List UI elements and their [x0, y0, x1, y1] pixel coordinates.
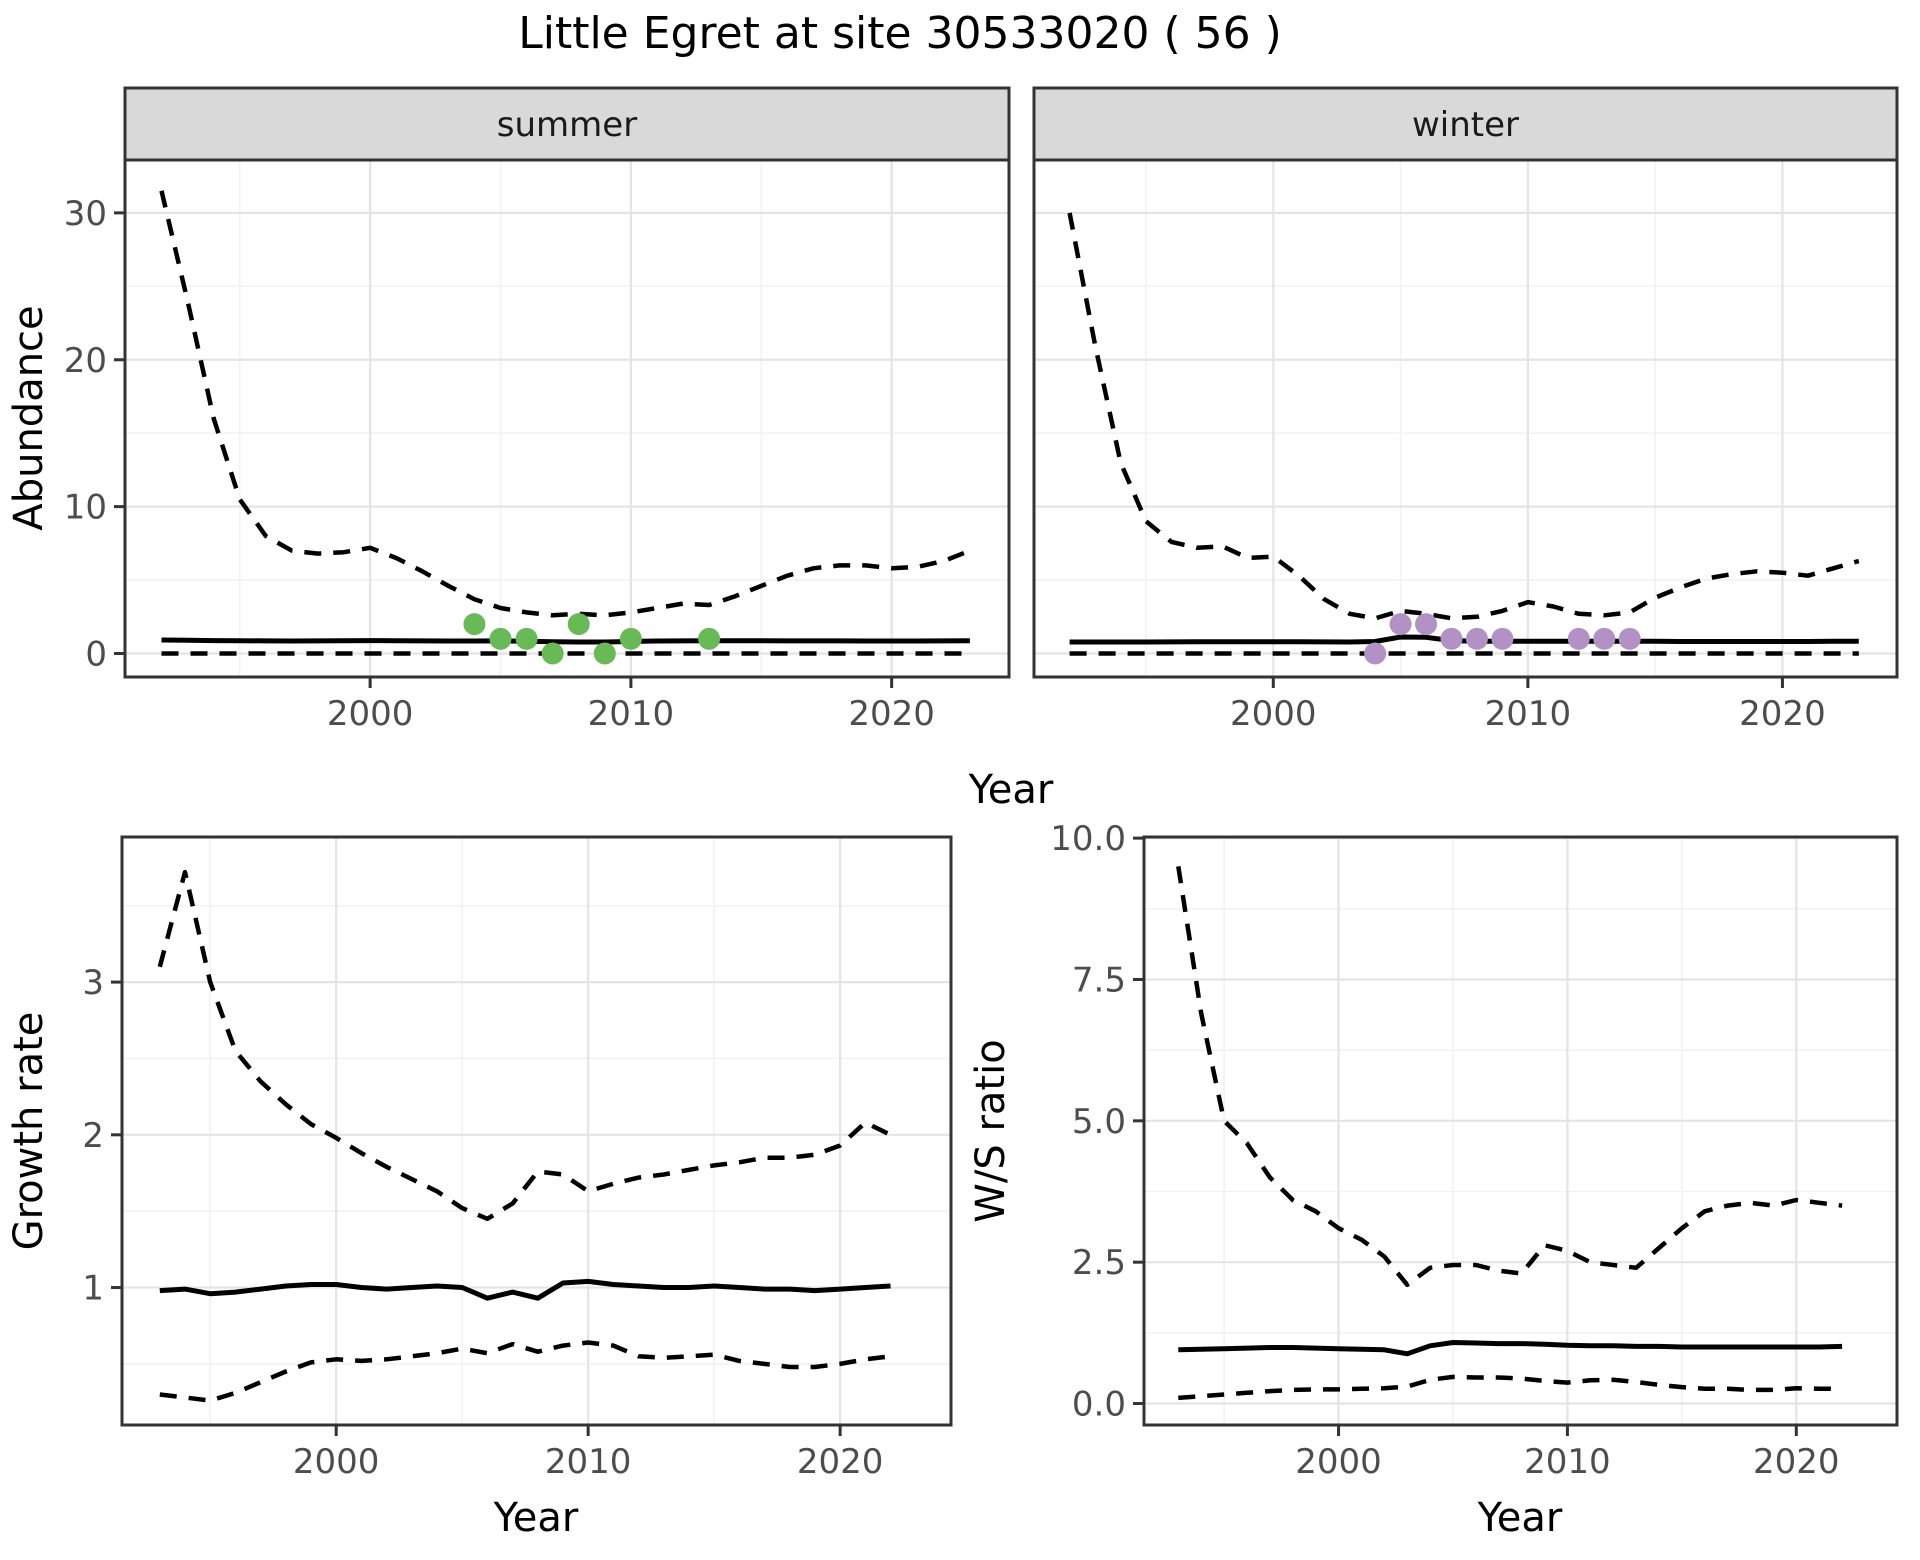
x-tick-label: 2000: [1295, 1442, 1382, 1482]
observed-counts-summer-point: [463, 613, 486, 636]
panel-background: [1144, 837, 1897, 1425]
x-tick-label: 2020: [1753, 1442, 1840, 1482]
observed-counts-summer-point: [489, 627, 512, 650]
x-tick-label: 2000: [1230, 694, 1317, 734]
observed-counts-winter-point: [1389, 613, 1412, 636]
ws-ratio-lower_ci-line: [1178, 1374, 1843, 1401]
x-tick-label: 2010: [1485, 694, 1572, 734]
observed-counts-winter-point: [1465, 627, 1488, 650]
abundance-y-axis-title: Abundance: [6, 305, 52, 530]
facet-strip-summer: [123, 86, 1011, 162]
y-tick-label: 7.5: [1072, 960, 1126, 1000]
growth-rate-upper_ci-line: [157, 869, 892, 1222]
y-tick-label: 20: [64, 341, 107, 381]
observed-counts-summer-point: [541, 642, 564, 665]
x-tick-label: 2020: [1739, 694, 1826, 734]
panel-border: [1142, 835, 1899, 1427]
y-tick-label: 10: [64, 488, 107, 528]
observed-counts-summer-point: [593, 642, 616, 665]
panel-background: [1034, 160, 1897, 677]
observed-counts-winter-point: [1440, 627, 1463, 650]
y-tick-label: 5.0: [1072, 1102, 1126, 1142]
x-tick-label: 2010: [588, 694, 675, 734]
y-tick-label: 3: [82, 963, 104, 1003]
panel-background: [125, 160, 1009, 677]
panel-background: [122, 837, 951, 1425]
observed-counts-winter-point: [1593, 627, 1616, 650]
facet-strip-winter: [1032, 86, 1899, 162]
observed-counts-summer-point: [567, 613, 590, 636]
observed-counts-winter-point: [1618, 627, 1641, 650]
y-tick-label: 2: [82, 1116, 104, 1156]
growth-rate-lower_ci-line: [159, 1340, 891, 1403]
growth-rate-median-line: [159, 1278, 891, 1301]
facet-strip-label: summer: [497, 105, 637, 145]
ws-x-axis-title: Year: [1477, 1495, 1563, 1541]
panel-ws-ratio: 2000 2010 2020 0.0 2.5 5.0 7.5 10.0: [1050, 819, 1899, 1482]
top-x-axis-title: Year: [968, 767, 1054, 813]
plot-title: Little Egret at site 30533020 ( 56 ): [518, 8, 1282, 59]
x-tick-label: 2000: [327, 694, 414, 734]
panel-border: [120, 835, 953, 1427]
growth-x-axis-title: Year: [493, 1495, 579, 1541]
observed-counts-winter-point: [1415, 613, 1438, 636]
observed-counts-winter-point: [1567, 627, 1590, 650]
ws-ratio-median-line: [1178, 1340, 1843, 1357]
y-tick-label: 30: [64, 194, 107, 234]
observed-counts-summer-point: [698, 627, 721, 650]
ws-ratio-upper_ci-line: [1176, 866, 1843, 1288]
abundance-summer-median-line: [161, 637, 970, 645]
abundance-winter-median-line: [1069, 634, 1859, 645]
ws-y-axis-title: W/S ratio: [968, 1039, 1014, 1222]
panel-abundance-winter: winter 2000 2010 2020: [1032, 86, 1899, 734]
y-tick-label: 0: [85, 635, 107, 675]
y-tick-label: 2.5: [1072, 1243, 1126, 1283]
observed-counts-winter-point: [1491, 627, 1514, 650]
abundance-winter-upper_ci-line: [1067, 212, 1860, 621]
facet-strip-label: winter: [1412, 105, 1519, 145]
observed-counts-summer-point: [619, 627, 642, 650]
y-tick-label: 10.0: [1050, 819, 1126, 859]
abundance-summer-upper_ci-line: [159, 190, 971, 618]
x-tick-label: 2020: [797, 1442, 884, 1482]
panel-abundance-summer: summer 2000 2010 2020 0 10 20 30: [64, 86, 1011, 734]
y-tick-label: 1: [82, 1269, 104, 1309]
observed-counts-winter-point: [1364, 642, 1387, 665]
growth-y-axis-title: Growth rate: [6, 1012, 52, 1251]
x-tick-label: 2020: [848, 694, 935, 734]
x-tick-label: 2000: [293, 1442, 380, 1482]
observed-counts-summer-point: [515, 627, 538, 650]
x-tick-label: 2010: [545, 1442, 632, 1482]
y-tick-label: 0.0: [1072, 1385, 1126, 1425]
panel-growth-rate: 2000 2010 2020 1 2 3: [82, 835, 953, 1482]
x-tick-label: 2010: [1524, 1442, 1611, 1482]
